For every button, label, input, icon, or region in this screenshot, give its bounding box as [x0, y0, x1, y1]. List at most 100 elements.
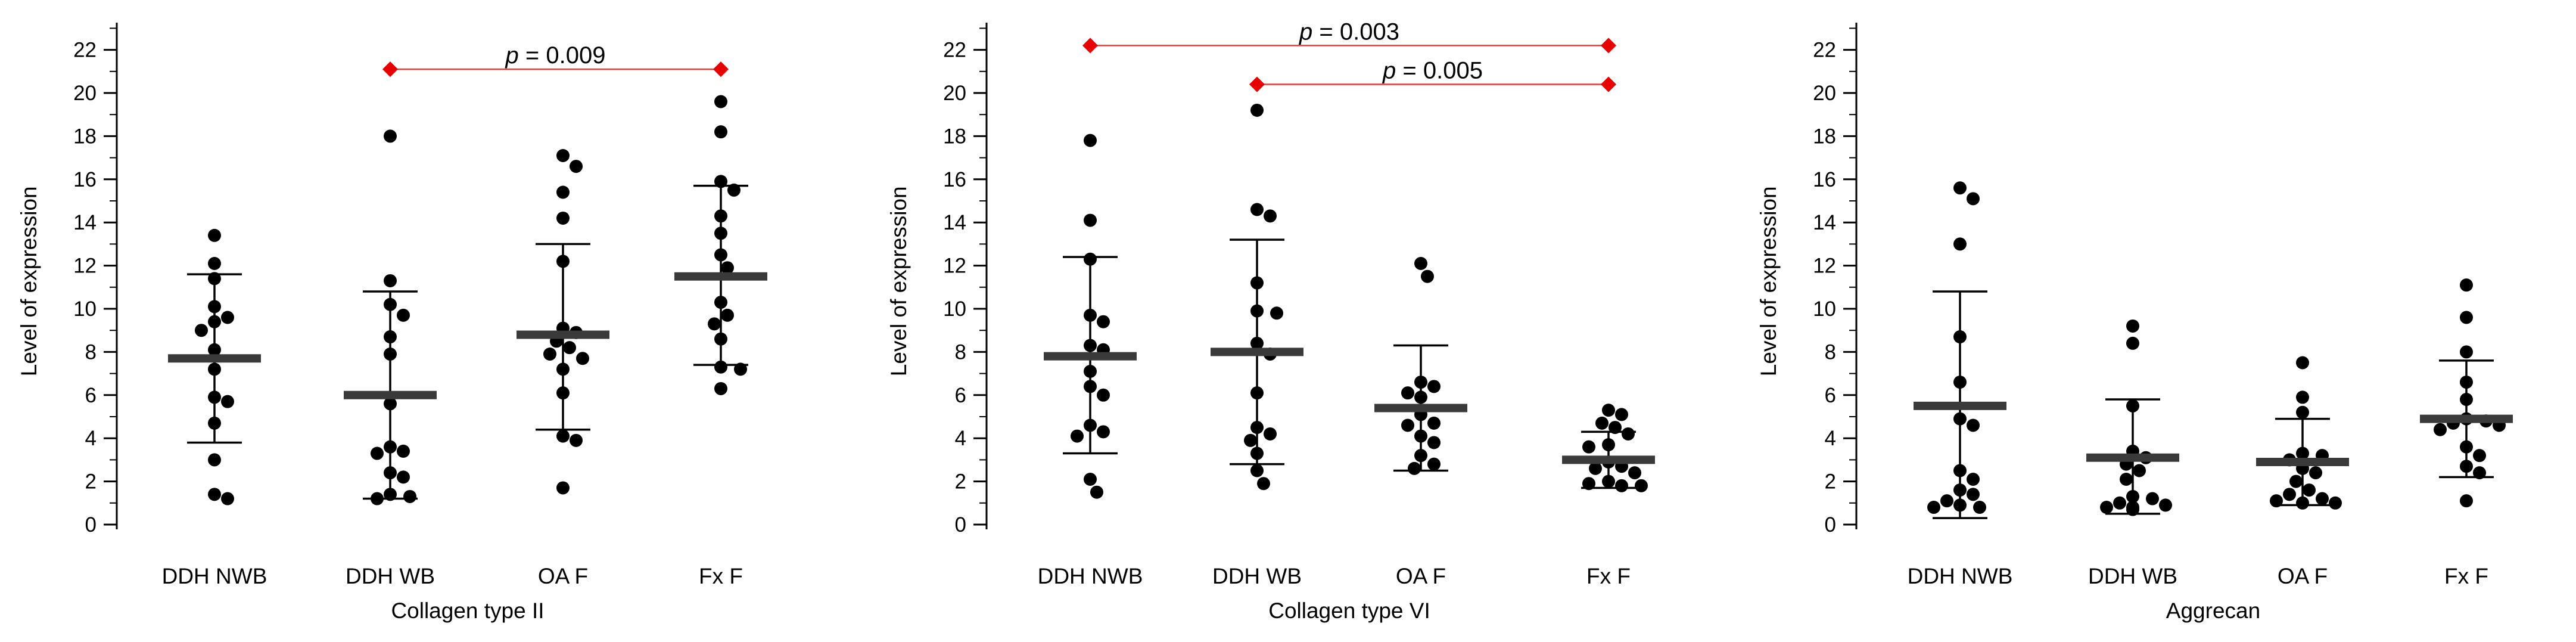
data-point	[1421, 269, 1434, 283]
significance-marker	[1601, 76, 1616, 92]
significance-bracket: p = 0.005	[1249, 58, 1616, 92]
y-tick-label: 14	[943, 211, 966, 234]
data-point	[1427, 416, 1441, 430]
y-tick-label: 4	[85, 427, 97, 450]
data-point	[221, 311, 234, 324]
data-point	[384, 297, 397, 311]
data-point	[384, 129, 397, 143]
data-point	[1250, 421, 1264, 435]
data-point	[1602, 474, 1615, 488]
data-point	[384, 348, 397, 361]
data-point	[2460, 376, 2473, 389]
data-point	[570, 160, 583, 173]
y-tick-label: 2	[955, 470, 966, 494]
y-tick-label: 6	[1825, 384, 1836, 407]
data-point	[1427, 457, 1441, 471]
data-point	[384, 488, 397, 501]
p-value-label: p = 0.009	[505, 42, 606, 69]
group-oa-f	[1374, 256, 1467, 475]
data-point	[1953, 483, 1967, 497]
data-point	[2473, 466, 2486, 480]
data-point	[221, 492, 234, 505]
data-point	[1582, 477, 1595, 491]
data-point	[556, 429, 570, 443]
data-point	[1071, 429, 1084, 443]
significance-marker	[382, 61, 398, 77]
data-point	[556, 255, 570, 268]
x-category-label: OA F	[1396, 564, 1446, 588]
data-point	[2329, 496, 2342, 510]
data-point	[208, 488, 221, 501]
y-axis-title: Level of expression	[17, 186, 41, 376]
x-category-label: DDH WB	[346, 564, 435, 588]
y-tick-label: 2	[85, 470, 97, 494]
data-point	[1401, 386, 1414, 400]
p-value-label: p = 0.003	[1299, 18, 1399, 45]
data-point	[1967, 472, 1980, 486]
data-point	[2296, 390, 2309, 404]
data-point	[2126, 503, 2139, 516]
group-ddh-nwb	[1044, 134, 1137, 499]
data-point	[397, 470, 410, 484]
data-point	[1589, 461, 1602, 475]
data-point	[1401, 418, 1414, 432]
x-category-label: OA F	[538, 564, 588, 588]
data-point	[371, 492, 384, 505]
data-point	[2460, 345, 2473, 359]
significance-marker	[713, 61, 729, 77]
y-tick-label: 16	[73, 168, 97, 191]
data-point	[1250, 304, 1264, 318]
data-point	[1628, 466, 1641, 480]
data-point	[1967, 488, 1980, 501]
data-point	[1967, 192, 1980, 206]
data-point	[556, 481, 570, 495]
data-point	[208, 343, 221, 356]
y-tick-label: 16	[943, 168, 966, 191]
data-point	[2460, 440, 2473, 454]
y-tick-label: 20	[73, 82, 97, 105]
data-point	[1084, 472, 1097, 486]
y-tick-label: 18	[943, 125, 966, 148]
data-point	[1953, 464, 1967, 477]
y-tick-label: 20	[943, 82, 966, 105]
data-point	[708, 317, 721, 331]
y-tick-label: 8	[955, 340, 966, 364]
x-axis-title: Collagen type VI	[1268, 598, 1430, 623]
group-fx-f	[1562, 404, 1655, 492]
chart-panel-3: 0 2 4 6 8 10 12 14 16 18 20 22 Level of expression DD…	[1756, 23, 2513, 623]
x-category-label: DDH WB	[2088, 564, 2177, 588]
data-point	[1973, 501, 1986, 514]
y-tick-label: 18	[73, 125, 97, 148]
y-tick-label: 10	[73, 297, 97, 321]
data-point	[2296, 405, 2309, 419]
data-point	[721, 308, 734, 322]
data-point	[570, 433, 583, 447]
data-point	[1084, 380, 1097, 393]
y-tick-label: 22	[1813, 39, 1836, 62]
data-point	[714, 382, 727, 395]
data-point	[1084, 364, 1097, 378]
chart-panel-2: 0 2 4 6 8 10 12 14 16 18 20 22 Level of expression DD…	[886, 18, 1655, 623]
data-point	[1084, 339, 1097, 352]
x-category-label: Fx F	[699, 564, 743, 588]
y-tick-label: 8	[1825, 340, 1836, 364]
y-tick-label: 2	[1825, 470, 1836, 494]
data-point	[1084, 134, 1097, 147]
data-point	[1927, 501, 1940, 514]
data-point	[208, 362, 221, 376]
data-point	[371, 446, 384, 460]
x-axis-title: Aggrecan	[2166, 598, 2260, 623]
significance-marker	[1082, 38, 1098, 54]
chart-panel-1: 0 2 4 6 8 10 12 14 16 18 20 22 Level of expression DD…	[17, 23, 767, 623]
data-point	[208, 416, 221, 430]
data-point	[1084, 418, 1097, 432]
data-point	[1264, 209, 1277, 223]
y-tick-label: 18	[1813, 125, 1836, 148]
data-point	[1953, 181, 1967, 195]
data-point	[2126, 319, 2139, 333]
data-point	[1244, 433, 1257, 447]
data-point	[714, 248, 727, 262]
data-point	[195, 324, 208, 337]
data-point	[1097, 388, 1110, 402]
y-tick-label: 12	[943, 255, 966, 278]
